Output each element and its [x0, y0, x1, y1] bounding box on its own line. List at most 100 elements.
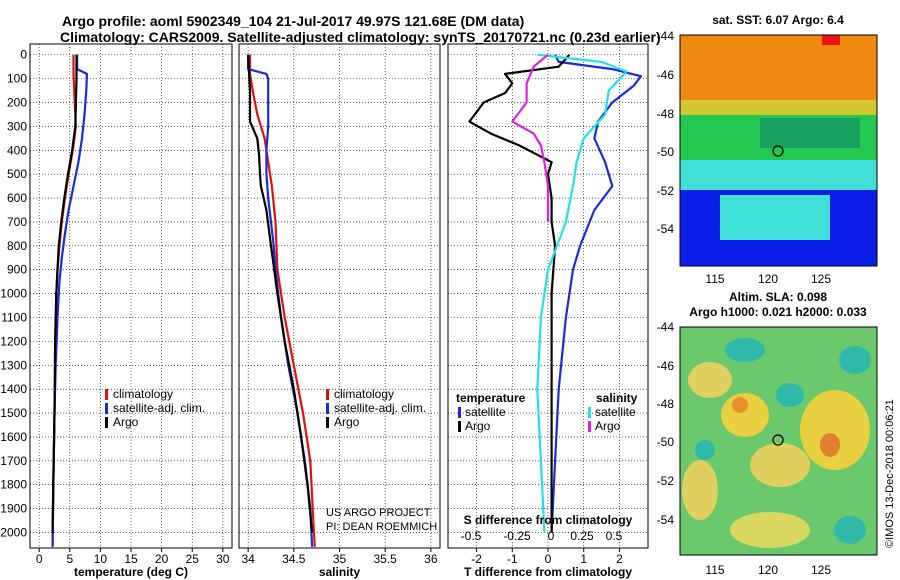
sst-map-y-tick: -50	[657, 145, 675, 159]
series-line-s-argo	[511, 53, 550, 222]
sla-cyan-blob-1	[725, 338, 765, 362]
sla-map-x-tick: 125	[811, 563, 831, 577]
legend-swatch	[105, 389, 108, 400]
x-tick-label: 15	[124, 552, 138, 566]
series-line-t-satellite	[550, 54, 643, 533]
sst-map-x-tick: 120	[758, 272, 778, 286]
x-tick-label: 34	[241, 552, 255, 566]
depth-tick-label: 700	[7, 215, 27, 229]
series-line-argo	[51, 54, 78, 533]
sst-map-x-tick: 115	[705, 272, 724, 286]
x-axis-label: temperature (deg C)	[74, 565, 188, 579]
sst-map-y-tick: -48	[657, 107, 675, 121]
x-tick-label: 2	[616, 552, 623, 566]
depth-tick-label: 900	[7, 263, 27, 277]
sla-yellow-blob-4	[750, 443, 810, 487]
x-tick-label: 10	[94, 552, 108, 566]
legend-label: Argo	[113, 415, 139, 429]
legend-swatch	[588, 407, 591, 418]
legend-swatch	[588, 421, 591, 432]
depth-tick-label: 1200	[0, 334, 27, 348]
depth-tick-label: 1900	[0, 502, 27, 516]
project-annotation: US ARGO PROJECT	[326, 507, 431, 519]
legend-title-temperature: temperature	[456, 391, 526, 405]
x-axis-label: salinity	[319, 565, 361, 579]
x-tick-label: 1	[580, 552, 587, 566]
depth-tick-label: 1000	[0, 287, 27, 301]
legend-swatch	[458, 407, 461, 418]
x-tick-label: 5	[66, 552, 73, 566]
legend-label: climatology	[334, 387, 394, 401]
series-line-climatology	[248, 54, 316, 547]
legend-label: satellite-adj. clim.	[113, 401, 205, 415]
sla-map	[679, 326, 878, 556]
sst-green-patch	[760, 118, 860, 148]
sst-map	[679, 34, 878, 267]
depth-tick-label: 1500	[0, 406, 27, 420]
legend-label: satellite	[595, 405, 636, 419]
legend-label: satellite-adj. clim.	[334, 401, 426, 415]
sst-map-border	[679, 34, 878, 267]
x-tick-label: 25	[186, 552, 200, 566]
depth-tick-label: 2000	[0, 525, 27, 539]
sla-map-y-tick: -48	[657, 397, 675, 411]
profile-panel-2: 34 34.5 35 35.5 36 salinity climatologysatelli…	[238, 43, 441, 579]
legend-label: Argo	[465, 419, 491, 433]
sla-yellow-blob-1	[688, 362, 732, 398]
sla-map-y-tick: -50	[657, 435, 675, 449]
x-tick-label: 35	[333, 552, 347, 566]
depth-tick-label: 200	[7, 96, 27, 110]
series-line-argo	[247, 54, 314, 533]
sla-orange-blob-2	[820, 433, 840, 457]
depth-tick-label: 500	[7, 167, 27, 181]
maps-group	[679, 34, 878, 556]
legend-label: climatology	[113, 387, 173, 401]
depth-tick-label: 0	[20, 48, 27, 62]
depth-tick-label: 1700	[0, 454, 27, 468]
legend-swatch	[326, 389, 329, 400]
x-tick-label: -2	[471, 552, 482, 566]
legend-label: satellite	[465, 405, 506, 419]
sst-argo-location-marker	[772, 145, 784, 157]
sst-map-y-tick: -44	[657, 29, 675, 43]
x-tick-label: 34.5	[282, 552, 306, 566]
sla-cyan-blob-2	[776, 383, 804, 407]
s-tick-label: 0.5	[606, 529, 623, 543]
x-tick-label: 0	[545, 552, 552, 566]
sst-map-title: sat. SST: 6.07 Argo: 6.4	[712, 13, 844, 27]
depth-tick-label: 1400	[0, 382, 27, 396]
sla-yellow-blob-5	[682, 460, 718, 520]
sla-yellow-blob-3	[800, 390, 870, 470]
sla-argo-location-marker	[772, 434, 784, 446]
legend-label: Argo	[595, 419, 621, 433]
legend-label: Argo	[334, 415, 360, 429]
secondary-axis-label: S difference from climatology	[464, 513, 633, 527]
side-watermark: ©IMOS 13-Dec-2018 00:06:21	[884, 399, 896, 548]
sla-cyan-blob-5	[695, 440, 715, 460]
depth-tick-label: 300	[7, 119, 27, 133]
sla-cyan-blob-3	[839, 346, 871, 374]
profile-panel-1: 0 5 10 15 20 25 30 temperature (deg C) 0 100 200 30…	[0, 43, 233, 579]
sla-cyan-blob-4	[834, 516, 866, 544]
sla-map-y-tick: -46	[657, 359, 675, 373]
s-tick-label: -0.5	[461, 529, 482, 543]
sla-map-title-2: Argo h1000: 0.021 h2000: 0.033	[689, 305, 867, 319]
x-axis-label: T difference from climatology	[464, 565, 632, 579]
sst-red-pixel	[822, 35, 840, 45]
sla-map-y-tick: -52	[657, 474, 675, 488]
legend-swatch	[326, 403, 329, 414]
sst-map-y-tick: -54	[657, 222, 675, 236]
depth-tick-label: 100	[7, 72, 27, 86]
sst-map-y-tick: -46	[657, 68, 675, 82]
sla-yellow-blob-6	[730, 512, 810, 548]
depth-tick-label: 600	[7, 191, 27, 205]
x-tick-label: 30	[216, 552, 230, 566]
series-line-t-argo	[468, 53, 571, 533]
sla-map-x-tick: 115	[705, 563, 724, 577]
x-tick-label: 0	[36, 552, 43, 566]
sla-map-title-1: Altim. SLA: 0.098	[729, 290, 827, 304]
legend-title-salinity: salinity	[596, 391, 638, 405]
s-tick-label: -0.25	[503, 529, 531, 543]
legend-swatch	[326, 417, 329, 428]
